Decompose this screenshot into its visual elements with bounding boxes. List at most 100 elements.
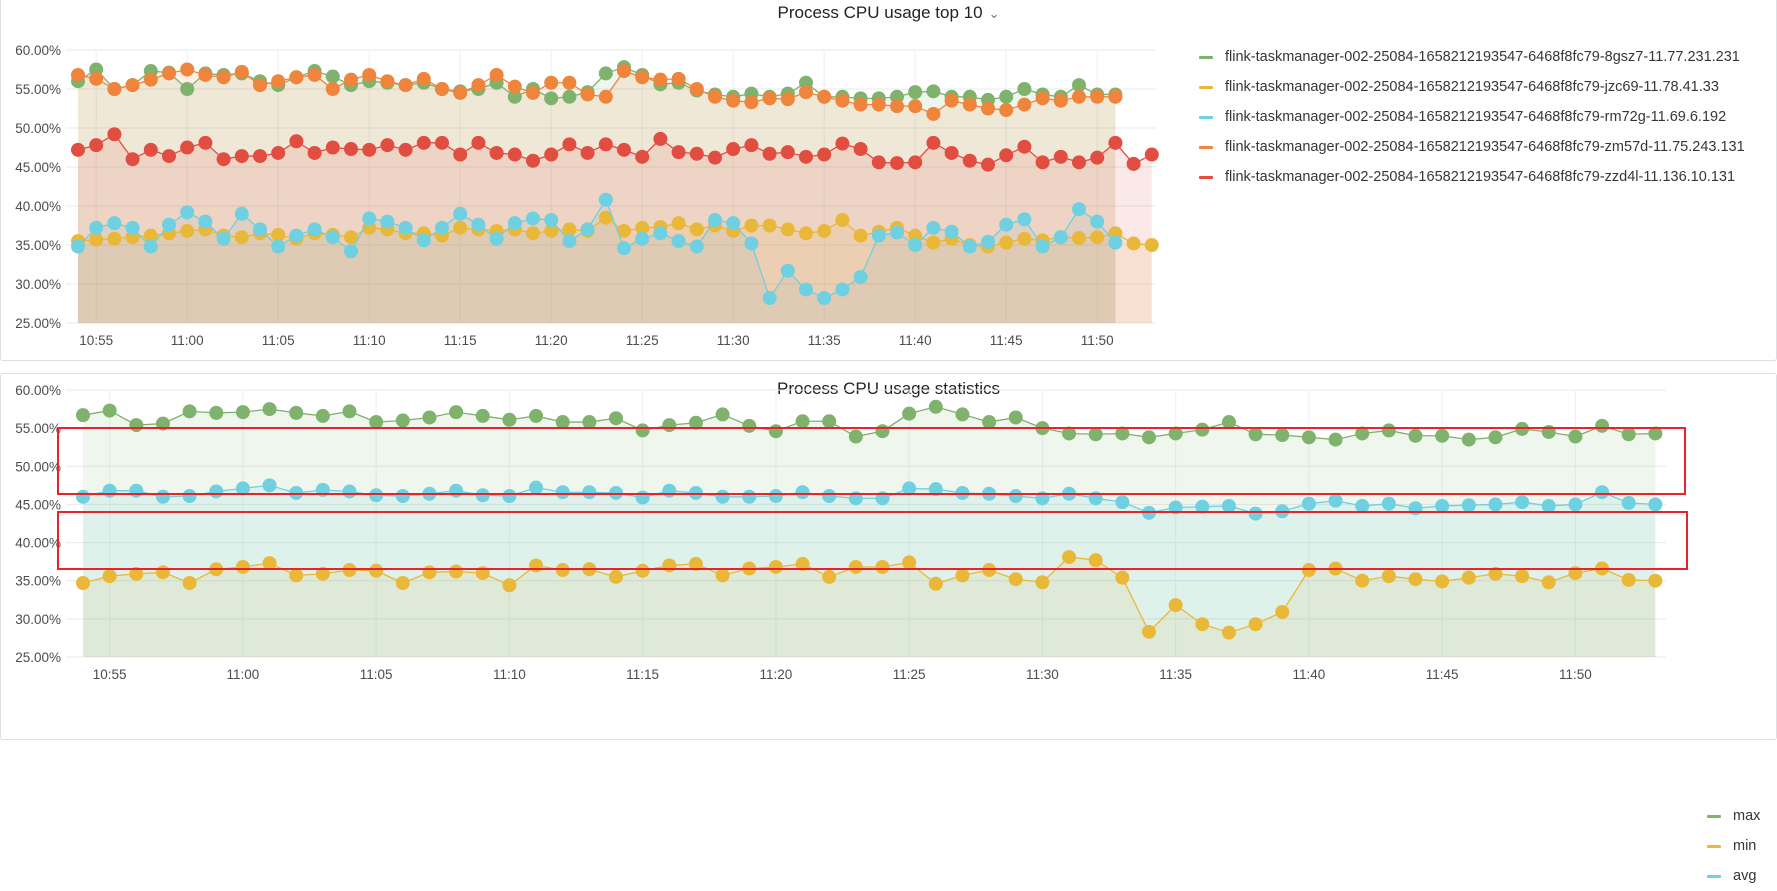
data-point: [1195, 617, 1210, 632]
data-point: [671, 71, 686, 86]
data-point: [744, 138, 759, 153]
data-point: [708, 150, 722, 165]
data-point: [155, 489, 170, 504]
data-point: [71, 67, 85, 82]
data-point: [562, 222, 577, 237]
data-point: [662, 483, 677, 498]
data-point: [1435, 428, 1450, 443]
panel-title-text[interactable]: Process CPU usage top 10: [777, 3, 983, 22]
data-point: [955, 568, 970, 583]
data-point: [1541, 498, 1556, 513]
x-tick-label: 11:10: [353, 333, 386, 348]
legend-item[interactable]: flink-taskmanager-002-25084-165821219354…: [1199, 72, 1774, 102]
data-point: [762, 218, 777, 233]
data-point: [1221, 415, 1236, 430]
data-point: [1408, 428, 1423, 443]
data-point: [582, 415, 597, 430]
data-point: [1621, 427, 1636, 442]
data-point: [1435, 498, 1450, 513]
chevron-down-icon[interactable]: ⌄: [988, 6, 1000, 21]
y-tick-label: 45.00%: [15, 160, 61, 175]
data-point: [307, 222, 322, 237]
data-point: [981, 157, 995, 172]
legend-item[interactable]: flink-taskmanager-002-25084-165821219354…: [1199, 162, 1774, 192]
data-point: [1142, 430, 1156, 445]
data-point: [1461, 498, 1476, 513]
data-point: [529, 558, 544, 573]
data-point: [835, 213, 850, 228]
data-point: [848, 429, 863, 444]
data-point: [344, 142, 358, 157]
data-point: [999, 89, 1014, 104]
data-point: [1301, 430, 1316, 445]
data-point: [344, 244, 358, 259]
legend-item[interactable]: avg: [1707, 861, 1777, 891]
data-point: [1568, 429, 1583, 444]
data-point: [489, 231, 504, 246]
x-tick-label: 11:05: [262, 333, 295, 348]
data-point: [1008, 572, 1023, 587]
panel-title-text[interactable]: Process CPU usage statistics: [777, 379, 1000, 398]
legend-item[interactable]: max: [1707, 801, 1777, 831]
data-point: [216, 231, 231, 246]
data-point: [1648, 426, 1663, 441]
data-point: [1541, 424, 1556, 439]
data-point: [875, 424, 890, 439]
data-point: [325, 69, 340, 84]
cpu-stats-chart[interactable]: 25.00% 30.00% 35.00% 40.00% 45.00% 50.00% 55.0…: [1, 374, 1777, 741]
data-point: [999, 148, 1014, 163]
legend-item[interactable]: flink-taskmanager-002-25084-165821219354…: [1199, 102, 1774, 132]
data-point: [817, 223, 832, 238]
data-point: [502, 489, 517, 504]
data-point: [315, 566, 330, 581]
legend-color-swatch: [1707, 845, 1721, 848]
data-point: [982, 415, 997, 430]
data-point: [1461, 432, 1476, 447]
data-point: [671, 145, 686, 160]
data-point: [598, 66, 613, 81]
legend-item[interactable]: flink-taskmanager-002-25084-165821219354…: [1199, 132, 1774, 162]
data-point: [962, 97, 977, 112]
data-point: [1017, 97, 1032, 112]
legend-color-swatch: [1707, 875, 1721, 878]
panel-title[interactable]: Process CPU usage top 10 ⌄: [1, 0, 1776, 28]
legend-color-swatch: [1199, 146, 1213, 149]
data-point: [1248, 506, 1263, 521]
data-point: [908, 85, 923, 100]
data-point: [253, 78, 267, 93]
data-point: [471, 78, 486, 93]
data-point: [689, 222, 704, 237]
data-point: [1090, 89, 1105, 104]
data-point: [871, 228, 886, 243]
data-point: [262, 556, 277, 571]
data-point: [71, 239, 85, 254]
data-point: [853, 228, 868, 243]
data-point: [1142, 624, 1156, 639]
data-point: [580, 222, 595, 237]
data-point: [395, 413, 410, 428]
data-point: [726, 93, 741, 108]
panel-title[interactable]: Process CPU usage statistics: [1, 374, 1776, 404]
data-point: [871, 97, 886, 112]
data-point: [780, 263, 795, 278]
legend-item[interactable]: min: [1707, 831, 1777, 861]
data-point: [1195, 422, 1210, 437]
data-point: [662, 418, 677, 433]
data-point: [817, 89, 832, 104]
data-point: [344, 72, 358, 87]
data-point: [1017, 139, 1032, 154]
data-point: [688, 485, 703, 500]
data-point: [262, 402, 277, 417]
data-point: [76, 408, 90, 423]
legend-item[interactable]: flink-taskmanager-002-25084-165821219354…: [1199, 42, 1774, 72]
data-point: [1221, 498, 1236, 513]
x-tick-label: 11:25: [626, 333, 659, 348]
data-point: [129, 418, 144, 433]
data-point: [1408, 501, 1423, 516]
data-point: [1062, 486, 1077, 501]
data-point: [715, 407, 730, 422]
cpu-top10-chart[interactable]: 25.00% 30.00% 35.00% 40.00% 45.00% 50.00% 55.0…: [1, 0, 1777, 361]
legend-color-swatch: [1199, 56, 1213, 59]
data-point: [325, 230, 340, 245]
y-tick-label: 55.00%: [15, 82, 61, 97]
